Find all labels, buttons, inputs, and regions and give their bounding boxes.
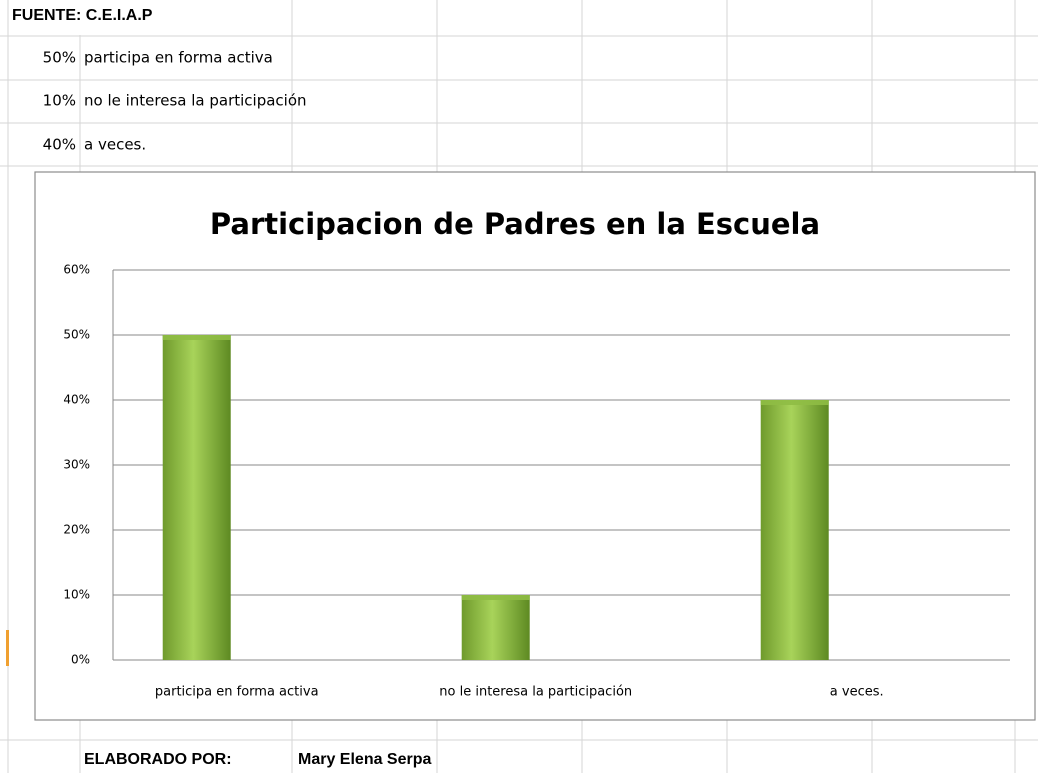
y-tick-label: 40% — [63, 393, 90, 407]
bar-cap — [162, 335, 231, 340]
pct-cell: 50% — [43, 49, 76, 67]
footer-label: ELABORADO POR: — [84, 751, 232, 768]
y-tick-label: 30% — [63, 458, 90, 472]
y-tick-label: 10% — [63, 588, 90, 602]
cell-marker — [6, 630, 9, 666]
x-tick-label: participa en forma activa — [155, 685, 319, 700]
pct-cell: 10% — [43, 92, 76, 110]
pct-cell: 40% — [43, 136, 76, 154]
footer-name: Mary Elena Serpa — [298, 751, 432, 768]
bar — [461, 595, 530, 660]
y-tick-label: 50% — [63, 328, 90, 342]
chart-title: Participacion de Padres en la Escuela — [210, 207, 820, 241]
header-bg — [10, 0, 1030, 35]
bar-cap — [760, 400, 829, 405]
x-tick-label: no le interesa la participación — [439, 685, 632, 700]
y-tick-label: 0% — [71, 653, 90, 667]
text-cell: a veces. — [84, 136, 146, 154]
bar — [760, 400, 829, 660]
y-tick-label: 60% — [63, 263, 90, 277]
x-tick-label: a veces. — [830, 685, 884, 700]
y-tick-label: 20% — [63, 523, 90, 537]
source-cell: FUENTE: C.E.I.A.P — [12, 7, 153, 24]
bar — [162, 335, 231, 660]
bar-cap — [461, 595, 530, 600]
text-cell: participa en forma activa — [84, 49, 273, 67]
text-cell: no le interesa la participación — [84, 92, 307, 110]
